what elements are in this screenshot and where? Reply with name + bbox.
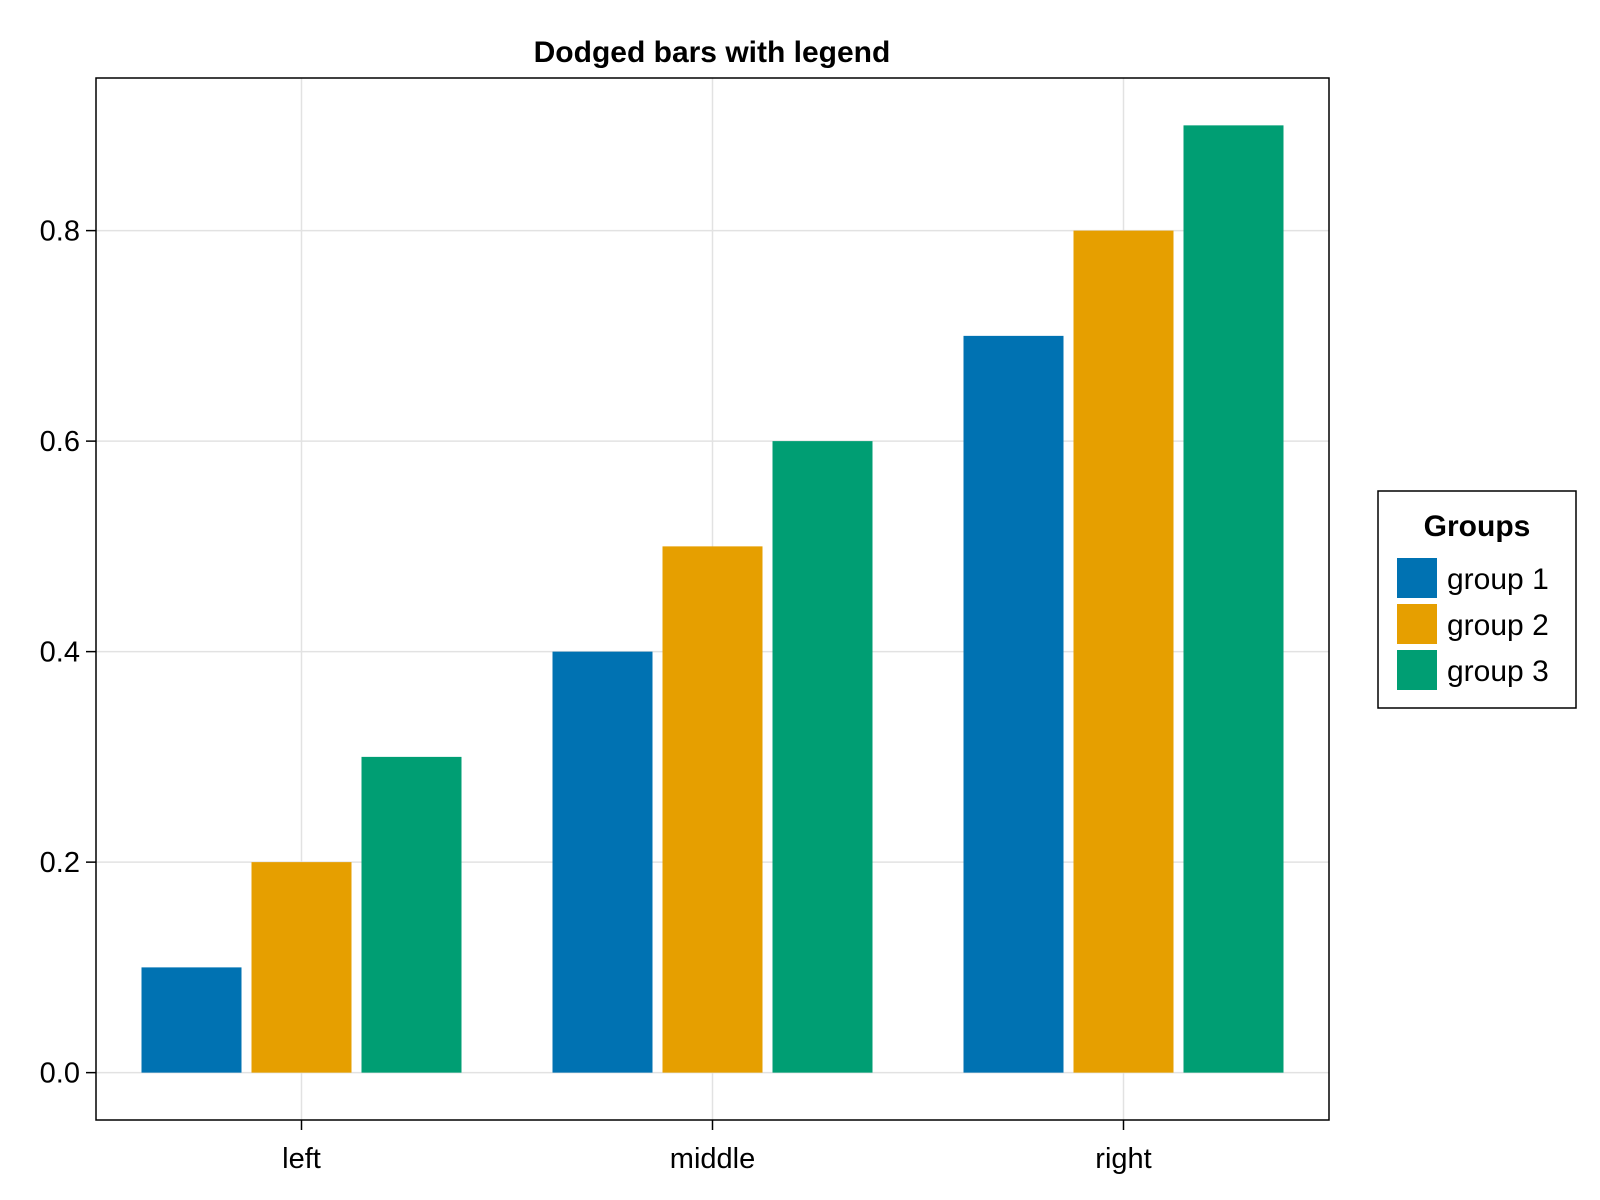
legend-swatch [1397, 650, 1437, 690]
legend-swatch [1397, 558, 1437, 598]
y-tick-label: 0.6 [40, 426, 80, 458]
bar [552, 651, 653, 1073]
bar [772, 441, 873, 1073]
chart-title: Dodged bars with legend [534, 36, 891, 69]
legend-label: group 1 [1447, 563, 1549, 596]
legend-title: Groups [1424, 510, 1531, 543]
legend-label: group 3 [1447, 655, 1549, 688]
y-tick-label: 0.2 [40, 847, 80, 879]
x-tick-label: middle [670, 1143, 755, 1175]
y-tick-label: 0.0 [40, 1058, 80, 1090]
bar [1183, 125, 1284, 1073]
legend: Groups group 1 group 2 group 3 [1377, 490, 1577, 709]
legend-swatch [1397, 604, 1437, 644]
bar [662, 546, 763, 1073]
bar [1073, 230, 1174, 1073]
y-tick-label: 0.8 [40, 216, 80, 248]
x-tick-label: right [1095, 1143, 1151, 1175]
bar [141, 967, 242, 1073]
bar [963, 335, 1064, 1073]
bar [361, 756, 462, 1073]
axis-ticks: 0.0 0.2 0.4 0.6 0.8 left middle right [40, 216, 1152, 1175]
legend-label: group 2 [1447, 609, 1549, 642]
legend-items: group 1 group 2 group 3 [1397, 558, 1549, 690]
x-tick-label: left [282, 1143, 321, 1175]
y-tick-label: 0.4 [40, 637, 80, 669]
bars [141, 125, 1284, 1073]
bar [251, 862, 352, 1073]
